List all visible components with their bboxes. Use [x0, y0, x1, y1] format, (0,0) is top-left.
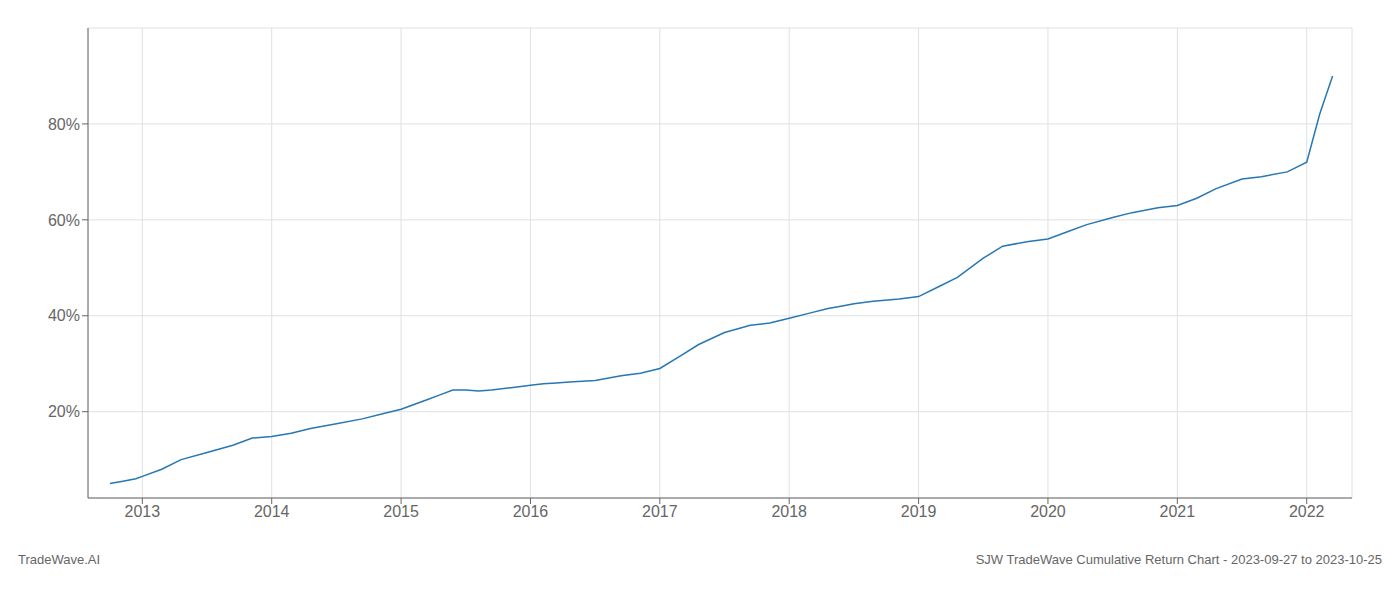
svg-text:2018: 2018 — [771, 503, 807, 520]
svg-text:20%: 20% — [48, 403, 80, 420]
svg-text:2019: 2019 — [901, 503, 937, 520]
svg-text:2014: 2014 — [254, 503, 290, 520]
svg-text:2017: 2017 — [642, 503, 678, 520]
svg-text:80%: 80% — [48, 116, 80, 133]
svg-text:40%: 40% — [48, 307, 80, 324]
svg-text:2021: 2021 — [1160, 503, 1196, 520]
html-text:TradeWave.AI: TradeWave.AI — [18, 552, 101, 567]
svg-text:2013: 2013 — [125, 503, 161, 520]
svg-text:2020: 2020 — [1030, 503, 1066, 520]
svg-text:2022: 2022 — [1289, 503, 1325, 520]
svg-text:2016: 2016 — [513, 503, 549, 520]
svg-text:2015: 2015 — [383, 503, 419, 520]
svg-text:60%: 60% — [48, 212, 80, 229]
html-text:SJW TradeWave Cumulative Retur: SJW TradeWave Cumulative Return Chart - … — [975, 552, 1382, 567]
